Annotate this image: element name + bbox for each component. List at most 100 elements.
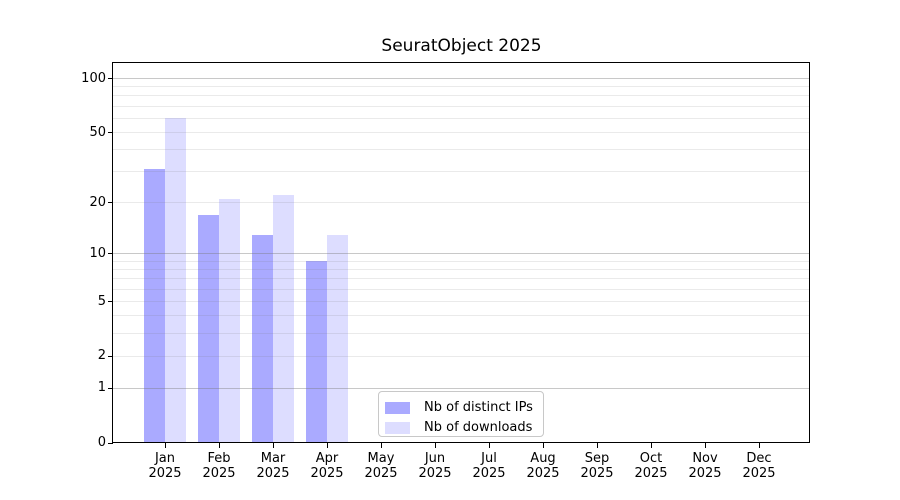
x-tick-label: Mar 2025 [245, 451, 301, 481]
minor-gridline [113, 315, 810, 317]
y-tick-label: 100 [81, 70, 106, 86]
legend-label-downloads: Nb of downloads [424, 420, 533, 435]
year-label: 2025 [688, 466, 722, 481]
bar-distinct-ips-Apr [305, 261, 327, 443]
bar-downloads-Mar [273, 195, 295, 443]
minor-gridline [113, 105, 810, 107]
minor-gridline [113, 355, 810, 357]
y-tick-label: 0 [97, 435, 106, 450]
minor-gridline [113, 149, 810, 151]
month-label: Sep [584, 451, 610, 466]
y-tick-label: 50 [89, 124, 106, 140]
y-tick-mark [108, 442, 113, 444]
year-label: 2025 [256, 466, 290, 481]
minor-gridline [113, 301, 810, 302]
x-tick-label: Jan 2025 [137, 451, 193, 481]
month-label: Oct [639, 451, 663, 466]
year-label: 2025 [742, 466, 776, 481]
year-label: 2025 [310, 466, 344, 481]
x-tick-mark [218, 443, 220, 448]
minor-gridline [113, 117, 810, 119]
major-gridline [113, 387, 810, 389]
x-tick-mark [704, 443, 706, 448]
year-label: 2025 [148, 466, 182, 481]
year-label: 2025 [418, 466, 452, 481]
month-label: Jan [154, 451, 176, 466]
month-label: Jun [424, 451, 446, 466]
x-tick-label: Oct 2025 [623, 451, 679, 481]
y-tick-label: 5 [97, 293, 106, 309]
x-tick-mark [488, 443, 490, 448]
y-tick-mark [108, 301, 113, 302]
bar-downloads-Feb [219, 198, 241, 443]
y-tick-mark [108, 387, 113, 389]
y-tick-label: 10 [89, 245, 106, 261]
month-label: May [367, 451, 395, 466]
bar-distinct-ips-Feb [197, 214, 219, 443]
minor-gridline [113, 132, 810, 134]
minor-gridline [113, 86, 810, 88]
year-label: 2025 [634, 466, 668, 481]
month-label: Feb [207, 451, 231, 466]
x-tick-mark [272, 443, 274, 448]
minor-gridline [113, 171, 810, 173]
year-label: 2025 [580, 466, 614, 481]
x-tick-label: Aug 2025 [515, 451, 571, 481]
y-tick-label: 20 [89, 194, 106, 210]
bar-distinct-ips-Jan [143, 169, 165, 443]
minor-gridline [113, 260, 810, 262]
x-tick-mark [326, 443, 328, 448]
legend-item-downloads: Nb of downloads [385, 418, 535, 438]
minor-gridline [113, 202, 810, 204]
legend-label-distinct-ips: Nb of distinct IPs [424, 400, 533, 415]
bar-downloads-Apr [327, 234, 349, 443]
plot-area [113, 63, 810, 443]
y-tick-mark [108, 202, 113, 204]
month-label: Jul [481, 451, 497, 466]
legend-item-distinct-ips: Nb of distinct IPs [385, 398, 535, 418]
x-tick-label: Jul 2025 [461, 451, 517, 481]
x-tick-mark [434, 443, 436, 448]
major-gridline [113, 253, 810, 255]
x-tick-mark [650, 443, 652, 448]
x-tick-mark [596, 443, 598, 448]
y-tick-label: 2 [97, 348, 106, 364]
major-gridline [113, 78, 810, 80]
month-label: Mar [260, 451, 286, 466]
x-tick-label: Jun 2025 [407, 451, 463, 481]
month-label: Aug [530, 451, 556, 466]
month-label: Dec [746, 451, 772, 466]
x-tick-mark [164, 443, 166, 448]
legend-swatch-distinct-ips [385, 402, 410, 414]
legend: Nb of distinct IPs Nb of downloads [378, 391, 544, 437]
year-label: 2025 [472, 466, 506, 481]
bar-downloads-Jan [165, 118, 187, 443]
minor-gridline [113, 95, 810, 97]
month-label: Apr [315, 451, 339, 466]
bar-distinct-ips-Mar [251, 234, 273, 443]
y-tick-mark [108, 355, 113, 357]
year-label: 2025 [364, 466, 398, 481]
x-tick-mark [542, 443, 544, 448]
legend-swatch-downloads [385, 422, 410, 434]
y-tick-mark [108, 253, 113, 255]
minor-gridline [113, 268, 810, 270]
minor-gridline [113, 288, 810, 290]
x-tick-mark [758, 443, 760, 448]
minor-gridline [113, 278, 810, 280]
x-tick-label: Nov 2025 [677, 451, 733, 481]
minor-gridline [113, 333, 810, 335]
chart-title: SeuratObject 2025 [381, 36, 542, 56]
y-tick-mark [108, 132, 113, 134]
x-tick-label: Apr 2025 [299, 451, 355, 481]
x-tick-label: May 2025 [353, 451, 409, 481]
y-tick-mark [108, 78, 113, 80]
y-tick-label: 1 [97, 380, 106, 396]
year-label: 2025 [202, 466, 236, 481]
year-label: 2025 [526, 466, 560, 481]
x-tick-mark [380, 443, 382, 448]
x-tick-label: Dec 2025 [731, 451, 787, 481]
x-tick-label: Feb 2025 [191, 451, 247, 481]
month-label: Nov [692, 451, 718, 466]
